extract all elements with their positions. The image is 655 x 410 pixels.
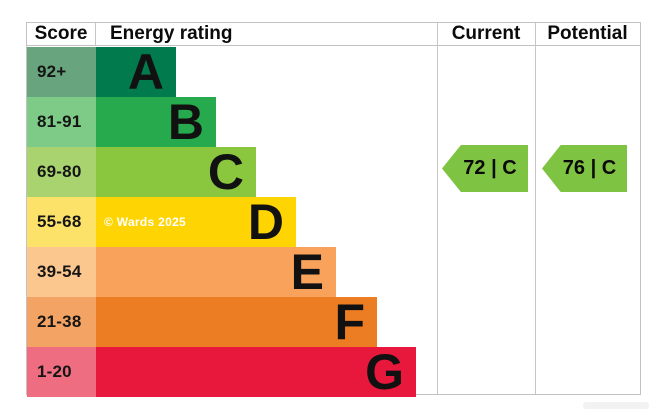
- score-range: 69-80: [27, 147, 96, 197]
- potential-rating-arrow: 76 | C: [542, 145, 627, 192]
- rating-letter: C: [207, 144, 244, 200]
- current-rating-arrow: 72 | C: [442, 145, 528, 192]
- score-range: 1-20: [27, 347, 96, 397]
- potential-column-header: Potential: [547, 23, 628, 44]
- potential-column-divider: [535, 23, 536, 394]
- rating-bar-g: G: [96, 347, 416, 397]
- band-row-b: 81-91 B: [27, 97, 438, 147]
- wards-watermark: © Wards 2025: [104, 215, 187, 229]
- rating-letter: E: [290, 244, 324, 300]
- rating-letter: F: [334, 294, 365, 350]
- rating-bar-b: B: [96, 97, 216, 147]
- score-range: 39-54: [27, 247, 96, 297]
- current-column-divider: [437, 23, 438, 394]
- rating-letter: D: [247, 194, 284, 250]
- rating-bands: 92+ A 81-91 B 69-80 C 55-68 D © Wards 2025 39-54 E…: [27, 47, 438, 397]
- score-column-header: Score: [27, 23, 96, 45]
- current-column-header: Current: [451, 23, 521, 44]
- chart-header-row: Score Energy rating Current Potential: [27, 23, 640, 46]
- band-row-c: 69-80 C: [27, 147, 438, 197]
- band-row-a: 92+ A: [27, 47, 438, 97]
- band-row-e: 39-54 E: [27, 247, 438, 297]
- score-range: 55-68: [27, 197, 96, 247]
- score-range: 92+: [27, 47, 96, 97]
- rating-bar-f: F: [96, 297, 377, 347]
- rating-bar-d: D © Wards 2025: [96, 197, 296, 247]
- band-row-d: 55-68 D © Wards 2025: [27, 197, 438, 247]
- rating-letter: A: [127, 44, 164, 100]
- rating-bar-a: A: [96, 47, 176, 97]
- score-range: 81-91: [27, 97, 96, 147]
- energy-rating-column-header: Energy rating: [110, 23, 233, 44]
- rating-letter: G: [365, 344, 404, 400]
- band-row-g: 1-20 G: [27, 347, 438, 397]
- faint-watermark-artifact: [583, 402, 649, 409]
- rating-letter: B: [167, 94, 204, 150]
- band-row-f: 21-38 F: [27, 297, 438, 347]
- rating-bar-e: E: [96, 247, 336, 297]
- epc-rating-chart: Score Energy rating Current Potential 92…: [26, 22, 641, 397]
- rating-bar-c: C: [96, 147, 256, 197]
- score-range: 21-38: [27, 297, 96, 347]
